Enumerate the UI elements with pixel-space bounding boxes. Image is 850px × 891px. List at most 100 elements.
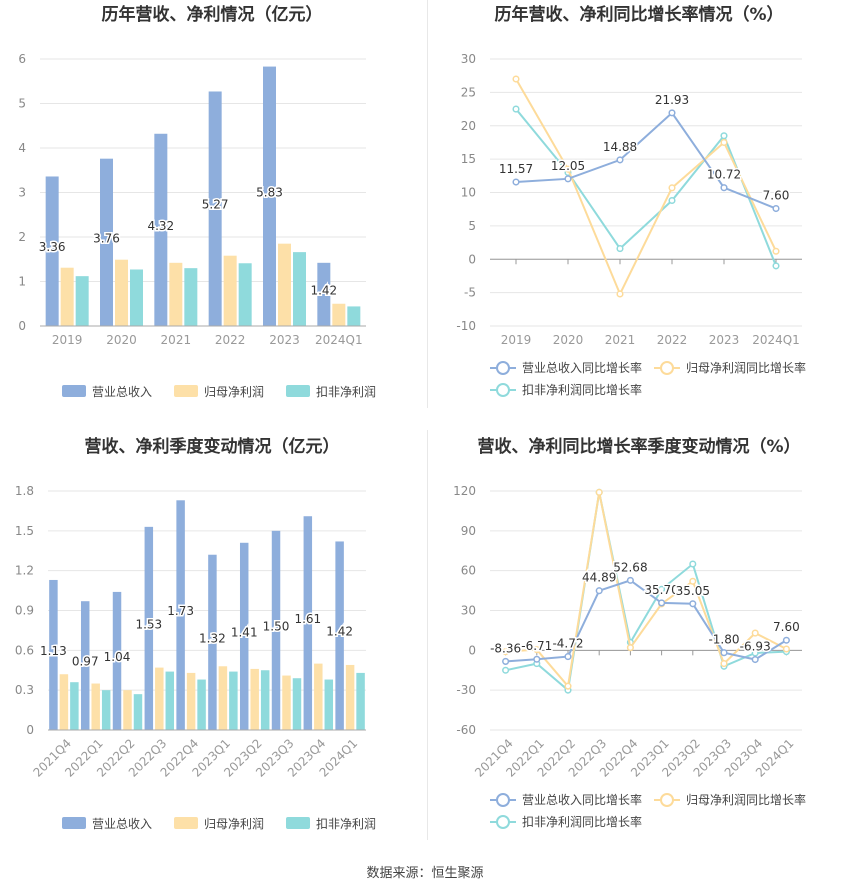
series-point-1 [782,645,790,653]
legend-label: 扣非净利润同比增长率 [522,382,642,397]
y-tick-label: 0.6 [15,643,34,657]
x-tick-label: 2023 [269,333,300,347]
legend-swatch-2 [286,385,310,397]
series-point-0 [772,204,780,213]
bar-1 [218,666,228,730]
y-tick-label: -5 [464,286,476,300]
y-tick-label: 0 [18,319,26,333]
legend-label: 归母净利润 [204,385,264,399]
line-data-label: 10.72 [707,168,741,182]
series-point-1 [751,629,759,637]
bar-2 [292,678,302,730]
panel-divider-bottom [427,430,428,840]
series-point-2 [502,666,510,674]
series-point-0 [668,109,676,117]
y-tick-label: 5 [468,219,476,233]
series-point-0 [658,599,666,607]
bar-data-label: 1.41 [231,625,258,639]
x-tick-label: 2022 [657,333,688,347]
bar-data-label: 1.42 [310,283,337,297]
bar-1 [60,267,74,326]
bar-2 [197,679,206,730]
series-point-1 [533,646,541,654]
y-tick-label: 60 [461,564,476,578]
line-data-label: -6.71 [521,639,552,653]
series-point-0 [751,655,759,664]
series-line-2 [515,108,777,267]
y-tick-label: 3 [18,186,26,200]
bar-1 [250,668,259,730]
bar-2 [133,694,143,730]
bar-0 [208,554,217,730]
y-tick-label: 30 [461,52,476,66]
y-tick-label: 0 [468,643,476,657]
bar-1 [278,243,291,326]
series-point-1 [626,644,634,652]
quarterly-growth-chart: 营收、净利同比增长率季度变动情况（%） -60 -30 0 30 60 90 120 -8.36… [428,428,850,848]
series-point-0 [720,649,728,657]
bar-0 [208,91,222,326]
legend-swatch-2 [286,817,310,829]
quarterly-growth-svg: 营收、净利同比增长率季度变动情况（%） -60 -30 0 30 60 90 120 -8.36… [453,436,806,829]
annual-growth-chart: 历年营收、净利同比增长率情况（%） -10 -5 0 5 10 15 20 25 30 11.57 1… [428,0,850,410]
annual-growth-svg: 历年营收、净利同比增长率情况（%） -10 -5 0 5 10 15 20 25 30 11.57 1… [456,4,806,397]
line-data-label: -4.72 [552,637,583,651]
series-point-2 [668,196,676,205]
bar-2 [260,670,270,730]
y-tick-label: 120 [453,484,476,498]
bar-1 [186,672,196,730]
bar-2 [293,252,306,326]
legend-swatch-0 [62,385,86,397]
series-point-1 [616,290,624,298]
series-point-1 [502,648,510,656]
series-point-0 [616,156,624,164]
legend-label: 归母净利润 [204,817,264,831]
bar-2 [229,671,238,730]
line-data-label: 7.60 [773,620,800,634]
line-data-label: 7.60 [763,189,790,203]
line-data-label: -8.36 [490,641,521,655]
legend-label: 营业总收入同比增长率 [522,792,642,807]
quarterly-values-chart: 营收、净利季度变动情况（亿元） 0 0.3 0.6 0.9 1.2 1.5 1.8 1.13 0.… [0,428,425,848]
legend-marker-1 [660,793,674,807]
x-tick-label: 2024Q1 [315,333,363,347]
legend-swatch-1 [174,817,198,829]
line-data-label: 14.88 [603,140,637,154]
y-tick-label: 6 [18,52,26,66]
legend-marker-0 [496,361,510,375]
bar-data-label: 1.32 [199,631,226,645]
bar-data-label: 1.42 [326,625,353,639]
bar-0 [335,541,344,730]
series-point-1 [689,577,697,585]
bar-1 [223,255,237,326]
bar-2 [347,306,361,326]
bar-data-label: 1.50 [263,619,290,633]
bar-0 [176,500,185,730]
bar-0 [317,262,331,326]
bar-0 [112,591,122,730]
series-point-1 [772,247,780,255]
y-tick-label: 0.3 [15,683,34,697]
legend-label: 归母净利润同比增长率 [686,792,806,807]
bar-2 [324,679,334,730]
bar-2 [70,682,79,730]
bar-1 [332,303,346,326]
bar-1 [123,690,132,730]
legend-marker-0 [496,793,510,807]
panel-divider-top [427,0,428,408]
series-point-1 [595,488,603,496]
line-data-label: 44.89 [582,571,616,585]
y-tick-label: -30 [456,683,476,697]
annual-values-svg: 历年营收、净利情况（亿元） 0 1 2 3 4 5 6 3.36 3.76 4.32 5.27 5.83… [18,4,376,399]
bar-data-label: 1.73 [167,604,194,618]
x-tick-label: 2020 [553,333,584,347]
bar-data-label: 5.27 [202,198,229,212]
bar-2 [356,672,365,730]
bar-2 [101,690,111,730]
bar-1 [282,675,291,730]
y-tick-label: 90 [461,524,476,538]
x-tick-label: 2022 [215,333,246,347]
x-tick-label: 2023 [709,333,740,347]
x-tick-label: 2020 [106,333,137,347]
bar-2 [130,269,143,326]
